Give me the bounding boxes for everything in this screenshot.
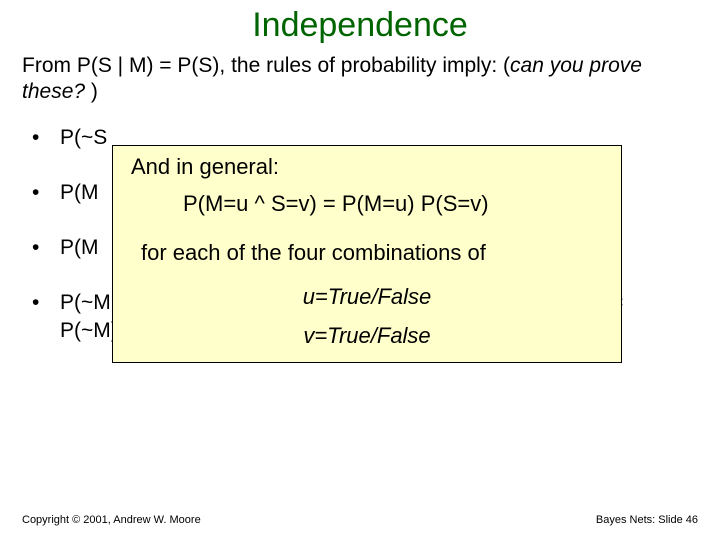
intro-mid: M) = P(S), the rules of probability impl… (123, 54, 510, 77)
slide-title: Independence (0, 0, 720, 53)
overlay-box: And in general: P(M=u ^ S=v) = P(M=u) P(… (112, 145, 622, 363)
overlay-line: for each of the four combinations of (113, 238, 621, 269)
slide: Independence From P(S | M) = P(S), the r… (0, 0, 720, 540)
bullet-text: P(M (60, 236, 99, 259)
overlay-line: v=True/False (113, 321, 621, 352)
overlay-line: And in general: (113, 152, 621, 183)
overlay-line: P(M=u ^ S=v) = P(M=u) P(S=v) (113, 189, 621, 220)
bullet-text: P(~S (60, 126, 107, 149)
intro-text: From P(S | M) = P(S), the rules of proba… (0, 53, 720, 106)
footer-copyright: Copyright © 2001, Andrew W. Moore (22, 514, 201, 526)
bullet-text: P(M (60, 181, 99, 204)
intro-suffix: ) (91, 80, 98, 103)
footer-slide-number: Bayes Nets: Slide 46 (596, 514, 698, 526)
intro-prefix: From P(S (22, 54, 118, 77)
overlay-line: u=True/False (113, 282, 621, 313)
